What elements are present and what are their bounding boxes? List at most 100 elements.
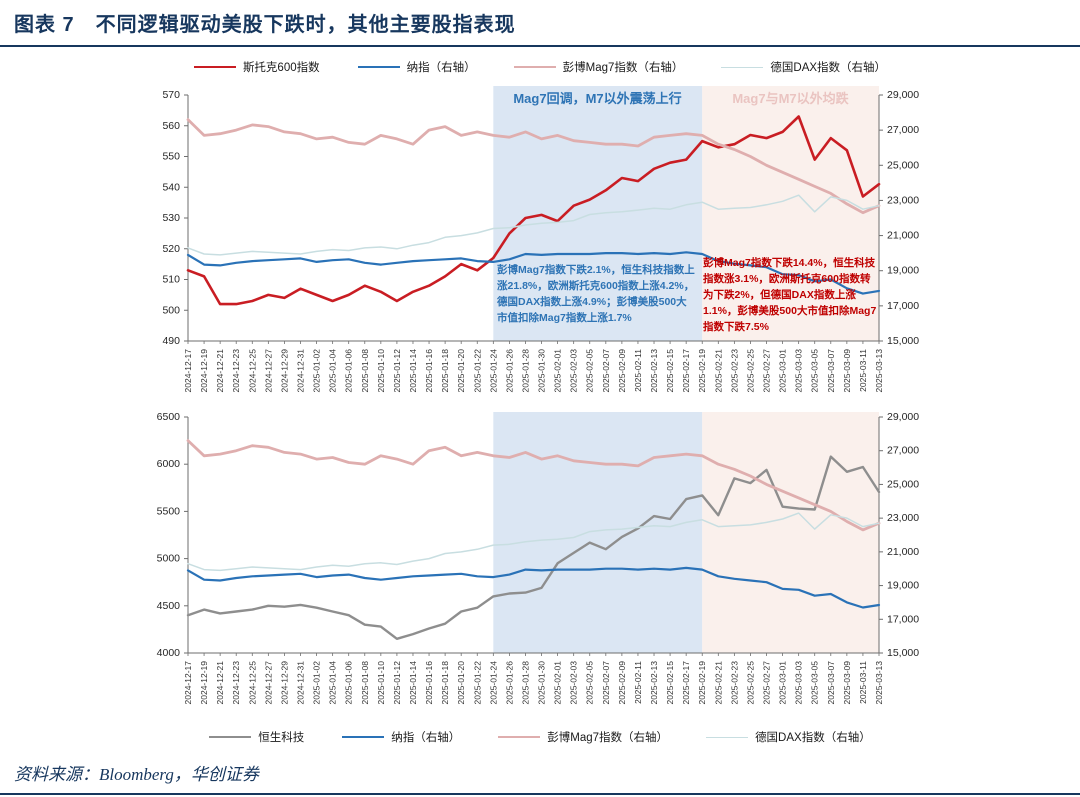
- shaded-region-1: [702, 86, 879, 341]
- x-tick-label: 2025-01-06: [344, 349, 354, 393]
- series-line: [186, 251, 881, 295]
- left-tick-label: 520: [162, 243, 180, 255]
- x-tick-label: 2025-03-01: [778, 661, 788, 705]
- x-tick-label: 2025-02-15: [665, 349, 675, 393]
- x-tick-label: 2025-02-27: [762, 349, 772, 393]
- right-tick-label: 25,000: [887, 159, 919, 171]
- right-tick-label: 15,000: [887, 335, 919, 347]
- x-tick-label: 2025-02-27: [762, 661, 772, 705]
- x-tick-label: 2025-01-12: [392, 661, 402, 705]
- x-tick-label: 2025-01-02: [312, 349, 322, 393]
- x-tick-label: 2025-01-04: [328, 349, 338, 393]
- left-tick-label: 6000: [157, 458, 181, 470]
- x-tick-label: 2025-01-26: [504, 661, 514, 705]
- legend-line-swatch: [342, 736, 385, 738]
- x-tick-label: 2025-01-18: [440, 349, 450, 393]
- legend-item: 彭博Mag7指数（右轴）: [498, 729, 668, 745]
- series-line: [186, 455, 881, 641]
- source-note: 资料来源：Bloomberg，华创证券: [14, 765, 259, 784]
- x-tick-label: 2024-12-17: [183, 349, 193, 393]
- x-tick-label: 2024-12-23: [231, 349, 241, 393]
- legend-label: 德国DAX指数（右轴）: [755, 732, 871, 744]
- x-tick-label: 2024-12-19: [199, 349, 209, 393]
- legend-line-swatch: [498, 736, 541, 738]
- legend-label: 纳指（右轴）: [391, 732, 461, 744]
- right-tick-label: 15,000: [887, 647, 919, 659]
- x-tick-label: 2024-12-29: [279, 349, 289, 393]
- x-tick-label: 2025-01-06: [344, 661, 354, 705]
- x-tick-label: 2025-02-15: [665, 661, 675, 705]
- legend-label: 斯托克600指数: [242, 62, 320, 74]
- x-tick-label: 2025-03-03: [794, 661, 804, 705]
- shaded-region-0: [493, 412, 703, 653]
- x-tick-label: 2025-02-05: [585, 661, 595, 705]
- x-tick-label: 2025-02-23: [729, 661, 739, 705]
- x-tick-label: 2025-02-07: [601, 349, 611, 393]
- x-tick-label: 2025-01-20: [456, 349, 466, 393]
- left-tick-label: 530: [162, 212, 180, 224]
- x-tick-label: 2025-03-07: [826, 661, 836, 705]
- x-tick-label: 2025-02-19: [697, 661, 707, 705]
- right-tick-label: 29,000: [887, 411, 919, 423]
- x-tick-label: 2025-01-10: [376, 661, 386, 705]
- legend-item: 斯托克600指数: [193, 59, 320, 75]
- legend-item: 德国DAX指数（右轴）: [706, 729, 871, 745]
- legend-line-swatch: [706, 736, 749, 738]
- x-tick-label: 2024-12-21: [215, 661, 225, 705]
- x-tick-label: 2025-01-22: [472, 661, 482, 705]
- x-tick-label: 2025-01-08: [360, 661, 370, 705]
- left-tick-label: 510: [162, 274, 180, 286]
- shaded-region-1: [702, 412, 879, 653]
- legend-line-swatch: [209, 736, 252, 738]
- legend-line-swatch: [193, 66, 236, 68]
- bottom-divider: [0, 793, 1080, 795]
- right-tick-label: 19,000: [887, 580, 919, 592]
- legend-item: 恒生科技: [209, 729, 304, 745]
- series-line: [186, 118, 881, 215]
- top-chart: 490 500 510 520 530 540 550 560 570 15,000 17,000 1…: [162, 86, 919, 393]
- right-tick-label: 27,000: [887, 445, 919, 457]
- x-tick-label: 2025-02-09: [617, 661, 627, 705]
- x-tick-label: 2025-01-22: [472, 349, 482, 393]
- title-divider: [0, 45, 1080, 47]
- left-tick-label: 490: [162, 335, 180, 347]
- x-tick-label: 2024-12-27: [263, 661, 273, 705]
- legend-line-swatch: [357, 66, 400, 68]
- left-tick-label: 6500: [157, 411, 181, 423]
- legend-label: 德国DAX指数（右轴）: [770, 62, 887, 74]
- left-tick-label: 5500: [157, 505, 181, 517]
- left-tick-label: 550: [162, 151, 180, 163]
- x-tick-label: 2025-01-04: [328, 661, 338, 705]
- x-tick-label: 2025-01-20: [456, 661, 466, 705]
- x-tick-label: 2025-01-30: [537, 349, 547, 393]
- x-tick-label: 2025-01-12: [392, 349, 402, 393]
- series-line: [187, 194, 880, 256]
- left-tick-label: 560: [162, 120, 180, 132]
- x-tick-label: 2025-03-13: [874, 661, 884, 705]
- x-tick-label: 2024-12-25: [247, 661, 257, 705]
- x-tick-label: 2025-02-17: [681, 349, 691, 393]
- x-tick-label: 2025-02-21: [713, 349, 723, 393]
- series-line: [186, 115, 881, 306]
- x-tick-label: 2025-01-18: [440, 661, 450, 705]
- x-tick-label: 2024-12-31: [295, 661, 305, 705]
- x-tick-label: 2025-01-28: [520, 661, 530, 705]
- right-tick-label: 17,000: [887, 300, 919, 312]
- left-tick-label: 570: [162, 89, 180, 101]
- left-tick-label: 500: [162, 304, 180, 316]
- x-tick-label: 2025-03-09: [842, 661, 852, 705]
- x-tick-label: 2025-01-28: [520, 349, 530, 393]
- series-line: [187, 512, 880, 572]
- x-tick-label: 2025-02-13: [649, 661, 659, 705]
- x-tick-label: 2025-01-30: [537, 661, 547, 705]
- legend-line-swatch: [513, 66, 556, 68]
- series-line: [186, 566, 881, 609]
- x-tick-label: 2025-03-11: [858, 349, 868, 392]
- x-tick-label: 2025-03-07: [826, 349, 836, 393]
- x-tick-label: 2025-02-09: [617, 349, 627, 393]
- x-tick-label: 2025-02-07: [601, 661, 611, 705]
- x-tick-label: 2024-12-23: [231, 661, 241, 705]
- x-tick-label: 2025-02-13: [649, 349, 659, 393]
- x-tick-label: 2025-02-25: [745, 349, 755, 393]
- x-tick-label: 2025-03-11: [858, 661, 868, 704]
